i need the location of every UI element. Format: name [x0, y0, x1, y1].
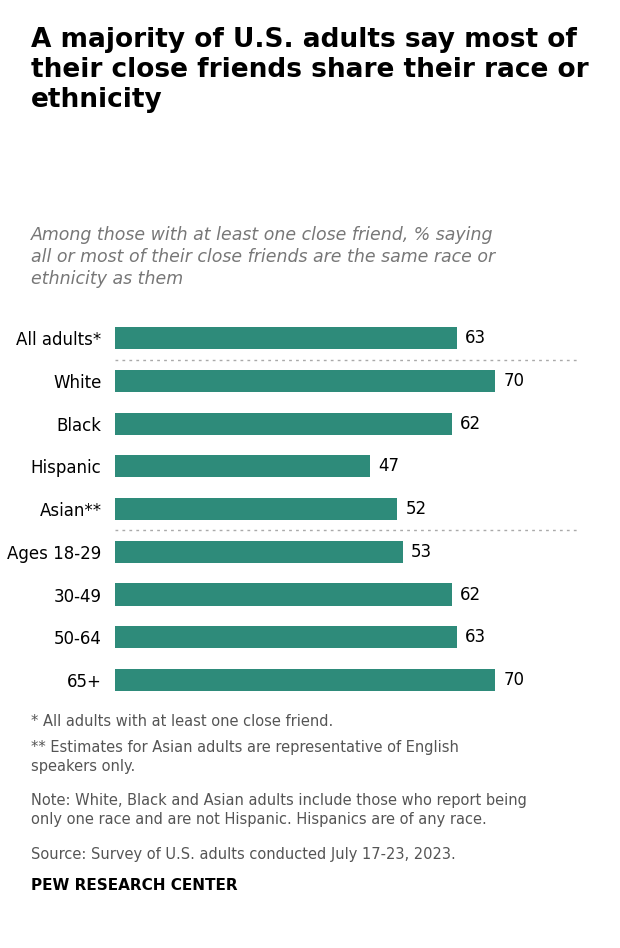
Bar — [115, 412, 451, 435]
Bar — [115, 370, 495, 392]
Text: Note: White, Black and Asian adults include those who report being
only one race: Note: White, Black and Asian adults incl… — [31, 793, 527, 827]
Text: 62: 62 — [460, 586, 481, 604]
Text: PEW RESEARCH CENTER: PEW RESEARCH CENTER — [31, 878, 237, 893]
Text: 63: 63 — [465, 329, 486, 347]
Text: Among those with at least one close friend, % saying
all or most of their close : Among those with at least one close frie… — [31, 226, 495, 288]
Text: * All adults with at least one close friend.: * All adults with at least one close fri… — [31, 714, 334, 729]
Bar — [115, 626, 457, 648]
Text: ** Estimates for Asian adults are representative of English
speakers only.: ** Estimates for Asian adults are repres… — [31, 740, 459, 774]
Text: 62: 62 — [460, 414, 481, 432]
Text: 70: 70 — [503, 671, 525, 689]
Text: 52: 52 — [405, 501, 427, 518]
Text: 53: 53 — [411, 543, 432, 561]
Bar — [115, 669, 495, 691]
Text: Source: Survey of U.S. adults conducted July 17-23, 2023.: Source: Survey of U.S. adults conducted … — [31, 847, 456, 862]
Bar — [115, 540, 403, 563]
Text: 63: 63 — [465, 629, 486, 647]
Text: 47: 47 — [378, 457, 399, 475]
Text: 70: 70 — [503, 372, 525, 390]
Text: A majority of U.S. adults say most of
their close friends share their race or
et: A majority of U.S. adults say most of th… — [31, 27, 588, 113]
Bar — [115, 327, 457, 349]
Bar — [115, 455, 370, 478]
Bar — [115, 583, 451, 606]
Bar — [115, 498, 397, 520]
